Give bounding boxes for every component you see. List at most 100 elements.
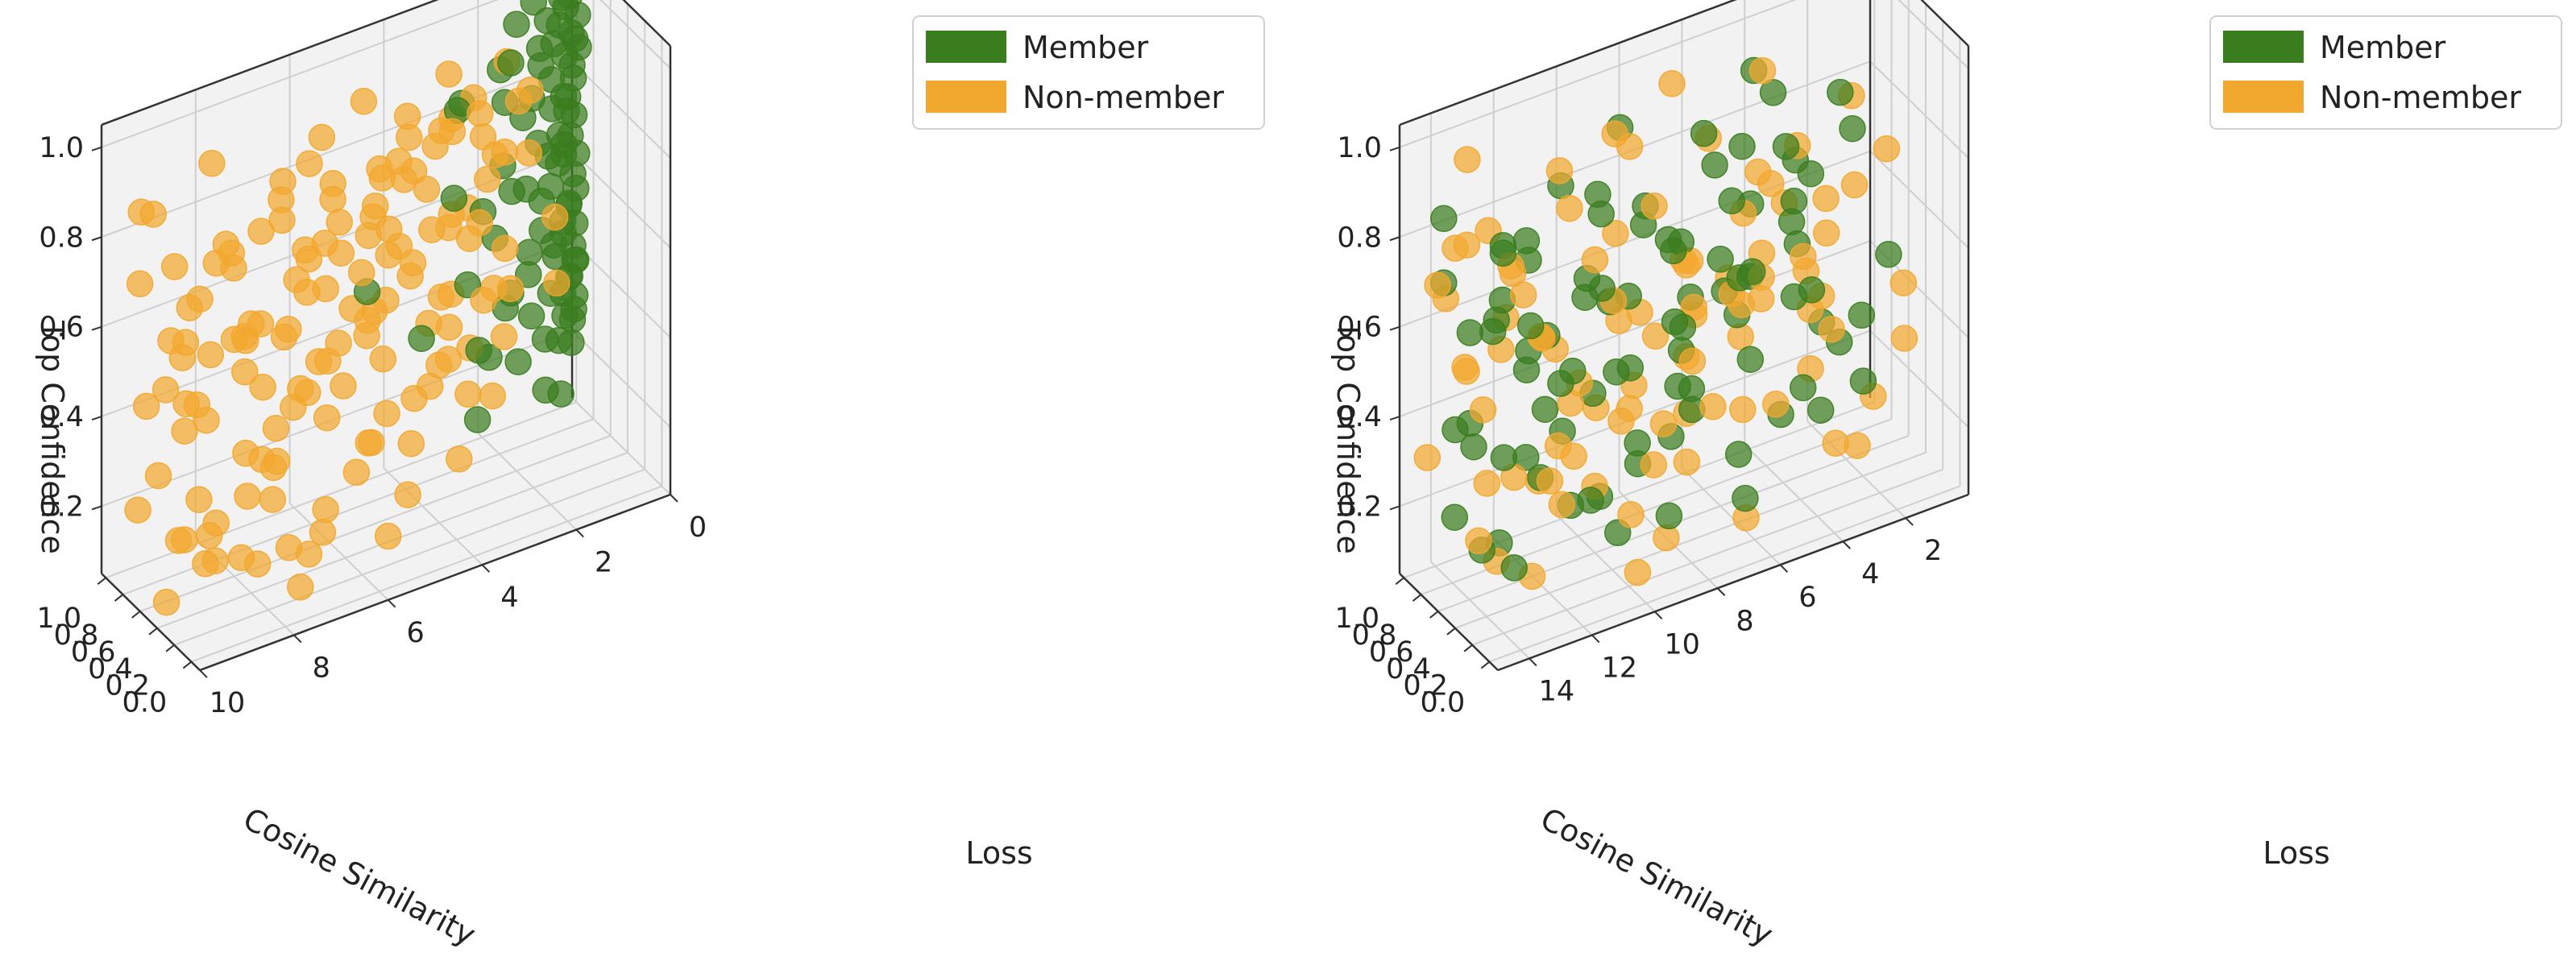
y-axis-label: Cosine Similarity bbox=[1535, 801, 1779, 953]
non-member-point bbox=[470, 286, 497, 314]
non-member-point bbox=[308, 123, 336, 151]
y-tick bbox=[1446, 628, 1456, 636]
member-point bbox=[1701, 151, 1728, 179]
x-tick-label: 6 bbox=[1798, 582, 1816, 614]
grid-y-floor bbox=[1471, 468, 1943, 646]
z-tick-label: 0.4 bbox=[1337, 401, 1382, 433]
x-tick-label: 4 bbox=[500, 582, 518, 614]
non-member-point bbox=[1617, 501, 1645, 528]
grid-x-floor bbox=[288, 503, 389, 601]
member-point bbox=[1759, 79, 1787, 106]
x-tick bbox=[1529, 657, 1537, 667]
grid-z-side bbox=[599, 0, 671, 69]
x-tick-label: 12 bbox=[1602, 652, 1638, 684]
pane-side bbox=[572, 0, 670, 495]
x-axis-line bbox=[1497, 493, 1969, 672]
legend-swatch-member bbox=[2223, 31, 2304, 63]
axes-gridlines bbox=[1399, 0, 1969, 663]
z-tick-label: 0.8 bbox=[1337, 222, 1382, 254]
member-point bbox=[516, 238, 543, 266]
scatter-points bbox=[124, 0, 592, 616]
non-member-point bbox=[1699, 393, 1727, 420]
non-member-point bbox=[1873, 135, 1901, 163]
non-member-point bbox=[347, 259, 375, 287]
non-member-point bbox=[1453, 358, 1480, 385]
pane-side bbox=[1870, 0, 1968, 495]
member-point bbox=[1738, 258, 1766, 286]
non-member-point bbox=[269, 168, 297, 195]
grid-x-floor bbox=[1430, 561, 1530, 660]
non-member-point bbox=[287, 574, 314, 601]
non-member-point bbox=[1641, 193, 1668, 220]
member-point bbox=[1678, 375, 1706, 403]
non-member-point bbox=[185, 486, 213, 513]
y-axis-line bbox=[101, 573, 201, 671]
non-member-point bbox=[425, 351, 453, 379]
pane-edge bbox=[1399, 0, 1737, 126]
non-member-point bbox=[479, 382, 506, 410]
y-tick-label: 0.4 bbox=[88, 653, 133, 686]
member-point bbox=[1724, 441, 1753, 468]
non-member-point bbox=[172, 390, 200, 418]
member-point bbox=[1460, 433, 1487, 461]
x-axis-line bbox=[199, 493, 671, 672]
non-member-point bbox=[220, 325, 248, 354]
non-member-point bbox=[1744, 158, 1772, 186]
non-member-point bbox=[151, 376, 180, 404]
non-member-point bbox=[446, 445, 473, 473]
non-member-point bbox=[126, 270, 154, 298]
x-tick-label: 2 bbox=[595, 547, 612, 579]
z-tick bbox=[91, 416, 102, 420]
non-member-point bbox=[144, 462, 172, 490]
y-tick-label: 0.2 bbox=[1403, 670, 1448, 702]
grid-x-floor bbox=[1744, 444, 1844, 542]
x-tick bbox=[293, 634, 302, 644]
non-member-point bbox=[342, 458, 371, 487]
non-member-point bbox=[197, 341, 225, 369]
z-tick bbox=[91, 146, 102, 151]
non-member-point bbox=[171, 526, 198, 553]
member-point bbox=[1603, 358, 1630, 386]
non-member-point bbox=[543, 269, 570, 297]
right-scatter3d-panel: 24681012140.00.20.40.60.81.00.20.40.60.8… bbox=[1330, 0, 2562, 953]
member-point bbox=[1531, 396, 1559, 423]
non-member-point bbox=[358, 429, 385, 457]
x-tick bbox=[387, 599, 396, 608]
non-member-point bbox=[268, 206, 296, 234]
non-member-point bbox=[393, 102, 421, 130]
z-tick-label: 1.0 bbox=[1337, 132, 1382, 164]
non-member-point bbox=[172, 329, 200, 356]
member-point bbox=[550, 140, 578, 168]
x-tick bbox=[1905, 517, 1914, 526]
non-member-point bbox=[1747, 285, 1775, 313]
member-point bbox=[1655, 502, 1683, 530]
member-point bbox=[1707, 246, 1734, 273]
member-point bbox=[1500, 554, 1528, 582]
non-member-point bbox=[496, 275, 525, 303]
member-point bbox=[1588, 275, 1616, 302]
non-member-point bbox=[400, 384, 428, 412]
non-member-point bbox=[1640, 451, 1668, 478]
non-member-point bbox=[1469, 396, 1497, 424]
y-axis-label: Cosine Similarity bbox=[238, 801, 482, 953]
member-point bbox=[1849, 367, 1877, 395]
z-tick bbox=[91, 236, 102, 242]
non-member-point bbox=[1818, 315, 1845, 343]
non-member-point bbox=[515, 139, 543, 167]
y-tick bbox=[114, 594, 124, 602]
non-member-point bbox=[294, 379, 321, 407]
non-member-point bbox=[132, 392, 160, 420]
axes-ticks: 24681012140.00.20.40.60.81.00.20.40.60.8… bbox=[1334, 132, 1942, 719]
non-member-point bbox=[259, 486, 287, 513]
non-member-point bbox=[375, 215, 403, 243]
non-member-point bbox=[263, 447, 291, 475]
member-point bbox=[532, 376, 559, 404]
member-point bbox=[1789, 374, 1817, 402]
x-tick bbox=[1591, 634, 1600, 644]
member-point bbox=[1827, 78, 1854, 106]
non-member-point bbox=[1762, 391, 1790, 418]
member-point bbox=[561, 25, 589, 52]
x-tick-label: 8 bbox=[1736, 605, 1753, 637]
member-point bbox=[1483, 306, 1510, 334]
